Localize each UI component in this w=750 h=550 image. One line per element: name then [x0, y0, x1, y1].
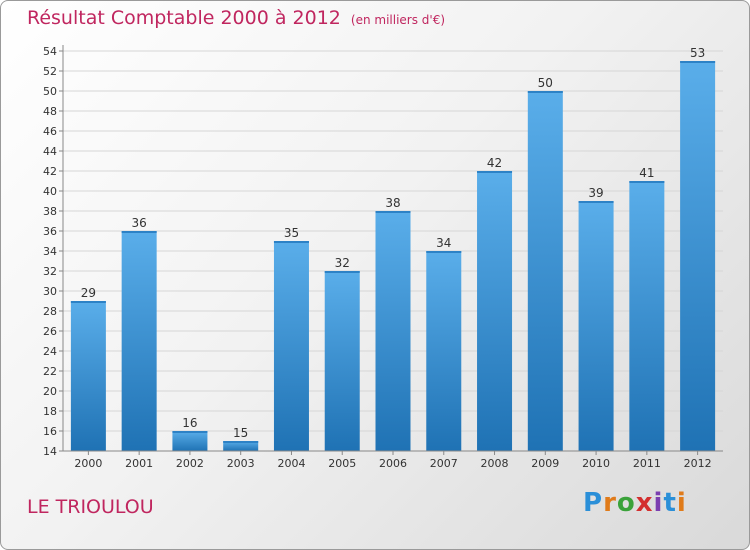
bar	[172, 431, 208, 451]
y-tick-label: 48	[43, 105, 57, 118]
x-tick-label: 2004	[277, 457, 305, 470]
y-tick-label: 14	[43, 445, 57, 458]
data-label: 53	[690, 46, 705, 60]
data-labels: 29 36 16 15 35 32 38 34 42 50 39 41 53	[81, 46, 706, 440]
y-tick-label: 30	[43, 285, 57, 298]
y-tick-label: 34	[43, 245, 57, 258]
x-tick-label: 2006	[379, 457, 407, 470]
bar-top-edge	[426, 251, 462, 253]
bar-top-edge	[172, 431, 208, 433]
data-label: 34	[436, 236, 451, 250]
x-tick-label: 2010	[582, 457, 610, 470]
bar-top-edge	[578, 201, 614, 203]
data-label: 38	[385, 196, 400, 210]
logo-letter: x	[635, 488, 654, 518]
y-tick-label: 28	[43, 305, 57, 318]
x-tick-label: 2009	[531, 457, 559, 470]
y-tick-label: 42	[43, 165, 57, 178]
logo-letter: r	[603, 488, 617, 518]
data-label: 29	[81, 286, 96, 300]
bar	[477, 171, 513, 451]
bars	[70, 61, 716, 451]
logo-letter: t	[663, 488, 677, 518]
y-tick-label: 36	[43, 225, 57, 238]
bar	[629, 181, 665, 451]
commune-name: LE TRIOULOU	[27, 496, 154, 518]
data-label: 42	[487, 156, 502, 170]
axes	[62, 45, 723, 452]
y-tick-label: 22	[43, 365, 57, 378]
bar	[680, 61, 716, 451]
data-label: 36	[132, 216, 147, 230]
y-tick-label: 24	[43, 345, 57, 358]
data-label: 41	[639, 166, 654, 180]
bar-top-edge	[375, 211, 411, 213]
bar-top-edge	[477, 171, 513, 173]
y-tick-label: 20	[43, 385, 57, 398]
bar-top-edge	[527, 91, 563, 93]
x-tick-label: 2005	[328, 457, 356, 470]
data-label: 16	[182, 416, 197, 430]
x-tick-label: 2011	[633, 457, 661, 470]
bar	[273, 241, 309, 451]
bar	[578, 201, 614, 451]
bar-top-edge	[680, 61, 716, 63]
bar	[375, 211, 411, 451]
chart-title: Résultat Comptable 2000 à 2012	[27, 7, 341, 29]
y-tick-label: 16	[43, 425, 57, 438]
bar-top-edge	[121, 231, 157, 233]
bar	[324, 271, 360, 451]
logo-letter: o	[616, 488, 636, 518]
y-tick-label: 32	[43, 265, 57, 278]
y-tick-label: 46	[43, 125, 57, 138]
y-tick-label: 50	[43, 85, 57, 98]
bar	[70, 301, 106, 451]
chart-title-block: Résultat Comptable 2000 à 2012 (en millie…	[27, 7, 445, 29]
x-tick-label: 2008	[481, 457, 509, 470]
y-tick-label: 52	[43, 65, 57, 78]
bar	[426, 251, 462, 451]
bar	[121, 231, 157, 451]
x-tick-label: 2001	[125, 457, 153, 470]
data-label: 15	[233, 426, 248, 440]
proxiti-logo: Proxiti	[583, 488, 687, 518]
logo-letter: i	[653, 488, 664, 518]
unit-label: (en milliers d'€)	[350, 13, 446, 27]
bar-top-edge	[324, 271, 360, 273]
y-tick-label: 18	[43, 405, 57, 418]
bar-top-edge	[223, 441, 259, 443]
bar-top-edge	[70, 301, 106, 303]
y-tick-label: 44	[43, 145, 57, 158]
bar	[527, 91, 563, 451]
y-tick-label: 40	[43, 185, 57, 198]
x-tick-label: 2007	[430, 457, 458, 470]
logo-letter: P	[583, 488, 604, 518]
y-tick-label: 38	[43, 205, 57, 218]
data-label: 50	[538, 76, 553, 90]
x-tick-label: 2000	[74, 457, 102, 470]
x-tick-label: 2002	[176, 457, 204, 470]
x-tick-label: 2012	[684, 457, 712, 470]
logo-letter: i	[676, 488, 687, 518]
x-tick-label: 2003	[227, 457, 255, 470]
data-label: 32	[335, 256, 350, 270]
y-tick-label: 54	[43, 45, 57, 58]
y-tick-label: 26	[43, 325, 57, 338]
bar	[223, 441, 259, 451]
bar-top-edge	[629, 181, 665, 183]
y-axis-ticks: 14 16 18 20 22 24 26 28 30 32 34 36 38 40 42 44 46 48 50 52…	[43, 45, 63, 458]
x-axis-ticks: 2000 2001 2002 2003 2004 2005 2006 2007 2008 2009…	[74, 451, 712, 470]
bar-top-edge	[273, 241, 309, 243]
data-label: 35	[284, 226, 299, 240]
data-label: 39	[588, 186, 603, 200]
